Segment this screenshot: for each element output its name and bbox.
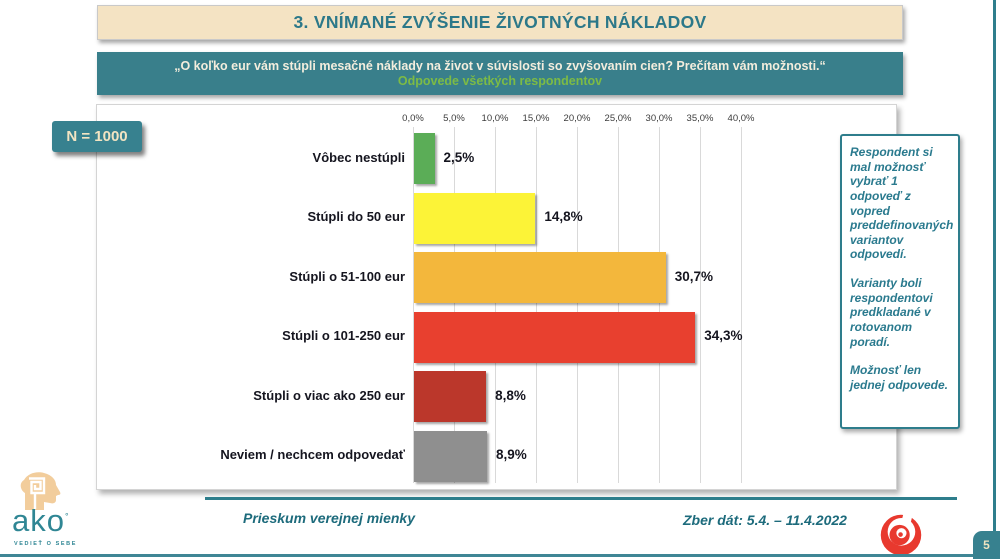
red-spiral-icon	[880, 512, 922, 556]
category-label: Stúpli o viac ako 250 eur	[253, 387, 405, 403]
footer-collection-dates: Zber dát: 5.4. – 11.4.2022	[683, 512, 847, 528]
ako-head-icon	[20, 472, 61, 510]
x-axis-tick-label: 40,0%	[727, 113, 755, 124]
page-number: 5	[983, 538, 990, 552]
gridline	[700, 127, 701, 483]
gridline	[618, 127, 619, 483]
survey-question: „O koľko eur vám stúpli mesačné náklady …	[174, 59, 826, 73]
note-paragraph: Možnosť len jednej odpovede.	[850, 363, 949, 392]
category-label: Stúpli do 50 eur	[307, 209, 405, 224]
bar	[414, 133, 435, 184]
gridline	[413, 127, 414, 483]
x-axis-tick-label: 35,0%	[686, 113, 714, 124]
gridline	[741, 127, 742, 483]
value-label: 30,7%	[674, 268, 714, 284]
question-bar: „O koľko eur vám stúpli mesačné náklady …	[97, 52, 903, 95]
gridline	[454, 127, 455, 483]
value-label: 2,5%	[443, 149, 475, 165]
page-number-badge: 5	[973, 531, 1000, 559]
methodology-note-box: Respondent si mal možnosť vybrať 1 odpov…	[840, 134, 960, 429]
bar	[414, 430, 487, 482]
bar	[414, 371, 487, 422]
footer-divider	[205, 497, 957, 500]
bar	[414, 252, 666, 303]
x-axis-tick-label: 15,0%	[522, 113, 550, 124]
x-axis-tick-label: 10,0%	[481, 113, 509, 124]
bar	[414, 192, 536, 244]
right-edge-rule	[993, 0, 996, 531]
value-label: 8,8%	[495, 387, 526, 403]
title-bar: 3. VNÍMANÉ ZVÝŠENIE ŽIVOTNÝCH NÁKLADOV	[97, 5, 903, 40]
category-label: Neviem / nechcem odpovedať	[220, 447, 405, 462]
gridline	[659, 127, 660, 483]
note-paragraph: Respondent si mal možnosť vybrať 1 odpov…	[850, 145, 954, 262]
bar	[414, 311, 696, 363]
x-axis-tick-label: 30,0%	[645, 113, 673, 124]
category-label: Stúpli o 101-250 eur	[282, 328, 405, 343]
category-label: Vôbec nestúpli	[312, 149, 405, 165]
sample-size-badge: N = 1000	[52, 121, 142, 152]
x-axis-tick-label: 20,0%	[563, 113, 591, 124]
ako-tagline: VEDIEŤ O SEBE	[14, 541, 77, 547]
respondents-subtitle: Odpovede všetkých respondentov	[397, 74, 603, 88]
page-title: 3. VNÍMANÉ ZVÝŠENIE ŽIVOTNÝCH NÁKLADOV	[293, 12, 707, 32]
gridline	[577, 127, 578, 483]
registered-mark: °	[64, 511, 70, 522]
value-label: 34,3%	[704, 328, 743, 343]
x-axis-tick-label: 5,0%	[443, 113, 465, 124]
gridline	[536, 127, 537, 483]
footer-survey-type: Prieskum verejnej mienky	[243, 510, 415, 526]
value-label: 14,8%	[544, 209, 583, 224]
bottom-rule	[0, 554, 1000, 557]
note-paragraph: Varianty boli respondentovi predkladané …	[850, 276, 933, 349]
gridline	[495, 127, 496, 483]
x-axis-tick-label: 0,0%	[402, 113, 424, 124]
value-label: 8,9%	[495, 447, 527, 462]
category-label: Stúpli o 51-100 eur	[289, 268, 405, 284]
bar-chart: 0,0% 5,0% 10,0% 15,0% 20,0% 25,0% 30,0% 35,0% 40…	[96, 104, 897, 490]
sample-size-label: N = 1000	[66, 128, 128, 145]
x-axis-tick-label: 25,0%	[604, 113, 632, 124]
ako-wordmark: ako°	[12, 503, 70, 538]
